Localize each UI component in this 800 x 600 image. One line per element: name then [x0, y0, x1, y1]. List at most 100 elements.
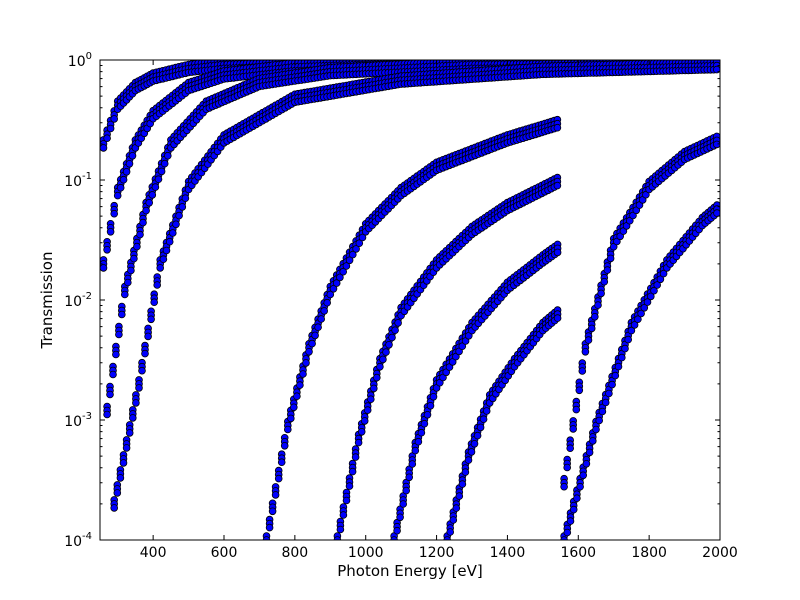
data-point: [617, 353, 626, 362]
data-point: [305, 347, 313, 356]
data-point: [563, 463, 571, 472]
data-point: [640, 53, 647, 60]
data-point: [605, 53, 612, 60]
data-point: [122, 168, 131, 176]
data-point: [148, 191, 157, 199]
data-point: [566, 517, 575, 525]
data-point: [559, 60, 562, 61]
data-point: [302, 359, 310, 367]
data-point: [467, 448, 476, 456]
data-point: [514, 60, 518, 61]
data-point: [643, 298, 652, 306]
data-point: [128, 152, 137, 160]
data-point: [601, 398, 610, 407]
data-point: [130, 254, 138, 263]
data-point: [395, 60, 400, 61]
data-point: [579, 60, 581, 61]
data-point: [553, 123, 562, 132]
data-point: [142, 206, 150, 215]
data-point: [283, 425, 292, 434]
data-point: [280, 441, 289, 450]
data-point: [420, 419, 429, 428]
data-point: [156, 264, 165, 272]
data-point: [650, 53, 657, 60]
data-point: [710, 53, 717, 60]
data-point: [592, 425, 600, 434]
data-point: [553, 314, 562, 322]
data-point: [618, 53, 625, 60]
data-point: [569, 60, 572, 61]
data-point: [624, 335, 632, 344]
data-point: [592, 53, 599, 60]
data-point: [644, 60, 649, 61]
data-point: [135, 384, 143, 392]
data-point: [345, 256, 354, 265]
data-point: [527, 60, 531, 61]
data-point: [106, 390, 114, 399]
y-axis-label: Transmission: [38, 252, 56, 350]
data-point: [352, 245, 360, 253]
data-point: [585, 448, 594, 457]
data-point: [711, 60, 716, 61]
data-point: [125, 429, 134, 437]
data-point: [265, 523, 274, 532]
data-point: [423, 410, 432, 419]
data-point: [508, 60, 512, 61]
data-point: [608, 53, 615, 60]
data-point: [369, 384, 378, 393]
data-point: [119, 175, 128, 184]
data-point: [296, 381, 304, 389]
data-point: [444, 60, 448, 61]
data-point: [133, 242, 141, 251]
data-point: [556, 60, 559, 61]
data-point: [415, 60, 420, 61]
data-point: [355, 239, 364, 248]
y-tick-base: 10: [64, 534, 82, 550]
y-tick-label: 10-1: [64, 171, 92, 190]
data-point: [637, 309, 645, 318]
x-tick-label: 1400: [490, 545, 526, 561]
data-point: [382, 348, 390, 356]
y-tick-base: 10: [64, 174, 82, 190]
data-point: [289, 403, 298, 412]
y-tick-label: 10-3: [64, 411, 92, 430]
data-point: [573, 494, 581, 503]
data-point: [586, 53, 593, 60]
data-point: [263, 541, 270, 548]
data-point: [342, 496, 351, 505]
data-point: [418, 60, 423, 61]
data-point: [268, 507, 277, 516]
data-point: [159, 255, 168, 264]
data-point: [119, 459, 128, 467]
data-point: [550, 60, 553, 61]
data-point: [435, 60, 439, 61]
data-point: [138, 366, 146, 375]
data-point: [686, 60, 691, 61]
data-point: [689, 60, 694, 61]
data-point: [553, 181, 562, 190]
data-point: [572, 405, 581, 414]
data-point: [608, 380, 616, 389]
data-point: [100, 264, 108, 272]
data-point: [165, 237, 174, 246]
data-point: [326, 290, 335, 299]
data-point: [657, 60, 662, 61]
x-axis-label: Photon Energy [eV]: [337, 562, 483, 580]
data-point: [678, 53, 685, 60]
data-point: [660, 60, 665, 61]
data-point: [489, 60, 492, 61]
data-point: [358, 233, 367, 242]
data-point: [441, 60, 445, 61]
data-point: [348, 467, 357, 476]
data-point: [643, 53, 650, 60]
y-tick-label: 10-2: [64, 291, 92, 310]
data-point: [688, 53, 695, 60]
data-point: [628, 60, 634, 61]
data-point: [707, 53, 714, 60]
data-point: [116, 183, 125, 192]
data-point: [414, 437, 423, 446]
data-point: [388, 333, 396, 342]
data-point: [339, 511, 348, 519]
data-point: [646, 292, 655, 301]
data-point: [683, 60, 687, 61]
